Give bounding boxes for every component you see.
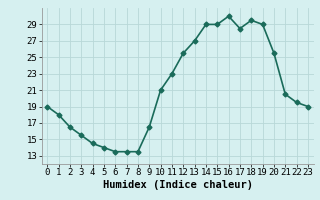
X-axis label: Humidex (Indice chaleur): Humidex (Indice chaleur) [103,180,252,190]
